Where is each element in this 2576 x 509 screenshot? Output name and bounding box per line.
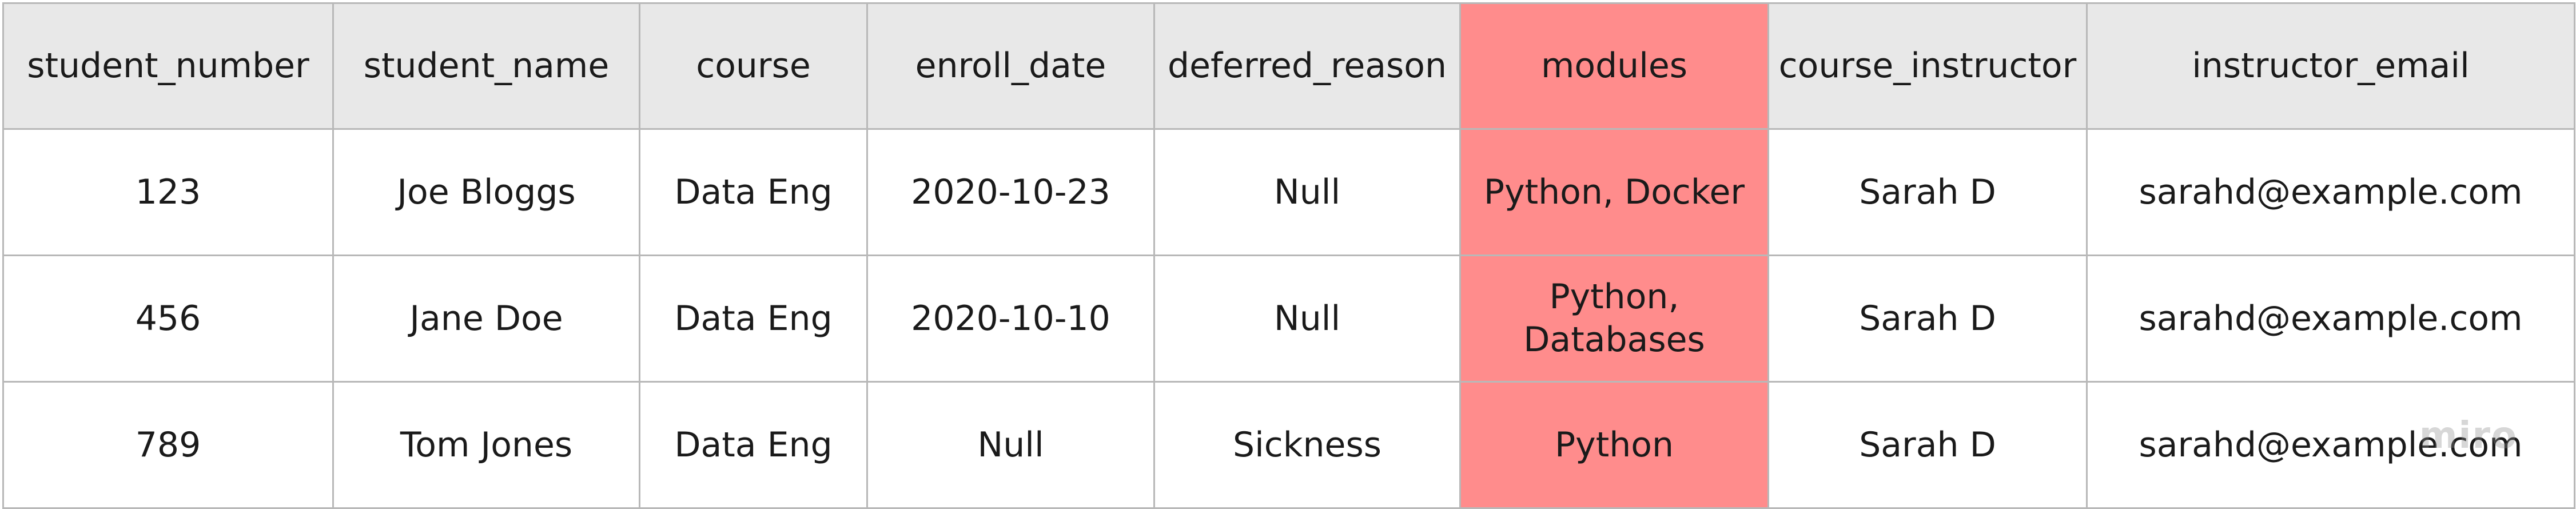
cell-student-name[interactable]: Joe Bloggs bbox=[332, 128, 640, 256]
cell-instructor-email[interactable]: sarahd@example.com bbox=[2086, 254, 2575, 383]
cell-student-number[interactable]: 789 bbox=[2, 381, 334, 509]
cell-modules[interactable]: Python, Docker bbox=[1459, 128, 1769, 256]
cell-instructor-email[interactable]: sarahd@example.com bbox=[2086, 128, 2575, 256]
cell-enroll-date[interactable]: 2020-10-23 bbox=[866, 128, 1155, 256]
column-header-course[interactable]: course bbox=[639, 2, 868, 130]
cell-modules[interactable]: Python bbox=[1459, 381, 1769, 509]
column-header-course-instructor[interactable]: course_instructor bbox=[1767, 2, 2088, 130]
column-header-modules[interactable]: modules bbox=[1459, 2, 1769, 130]
column-header-enroll-date[interactable]: enroll_date bbox=[866, 2, 1155, 130]
column-header-deferred-reason[interactable]: deferred_reason bbox=[1153, 2, 1461, 130]
cell-course-instructor[interactable]: Sarah D bbox=[1767, 128, 2088, 256]
cell-deferred-reason[interactable]: Null bbox=[1153, 128, 1461, 256]
cell-course-instructor[interactable]: Sarah D bbox=[1767, 381, 2088, 509]
table-header-row: student_number student_name course enrol… bbox=[2, 2, 2575, 130]
cell-enroll-date[interactable]: 2020-10-10 bbox=[866, 254, 1155, 383]
cell-student-number[interactable]: 456 bbox=[2, 254, 334, 383]
cell-course[interactable]: Data Eng bbox=[639, 381, 868, 509]
table-row: 456 Jane Doe Data Eng 2020-10-10 Null Py… bbox=[2, 254, 2575, 383]
cell-enroll-date[interactable]: Null bbox=[866, 381, 1155, 509]
cell-student-number[interactable]: 123 bbox=[2, 128, 334, 256]
cell-course-instructor[interactable]: Sarah D bbox=[1767, 254, 2088, 383]
table-row: 123 Joe Bloggs Data Eng 2020-10-23 Null … bbox=[2, 128, 2575, 256]
cell-course[interactable]: Data Eng bbox=[639, 128, 868, 256]
modules-text: Python, Databases bbox=[1523, 277, 1705, 360]
cell-student-name[interactable]: Tom Jones bbox=[332, 381, 640, 509]
cell-instructor-email[interactable]: sarahd@example.com bbox=[2086, 381, 2575, 509]
table-row: 789 Tom Jones Data Eng Null Sickness Pyt… bbox=[2, 381, 2575, 509]
cell-course[interactable]: Data Eng bbox=[639, 254, 868, 383]
column-header-student-number[interactable]: student_number bbox=[2, 2, 334, 130]
column-header-student-name[interactable]: student_name bbox=[332, 2, 640, 130]
cell-deferred-reason[interactable]: Sickness bbox=[1153, 381, 1461, 509]
cell-deferred-reason[interactable]: Null bbox=[1153, 254, 1461, 383]
column-header-instructor-email[interactable]: instructor_email bbox=[2086, 2, 2575, 130]
cell-student-name[interactable]: Jane Doe bbox=[332, 254, 640, 383]
cell-modules[interactable]: Python, Databases bbox=[1459, 254, 1769, 383]
